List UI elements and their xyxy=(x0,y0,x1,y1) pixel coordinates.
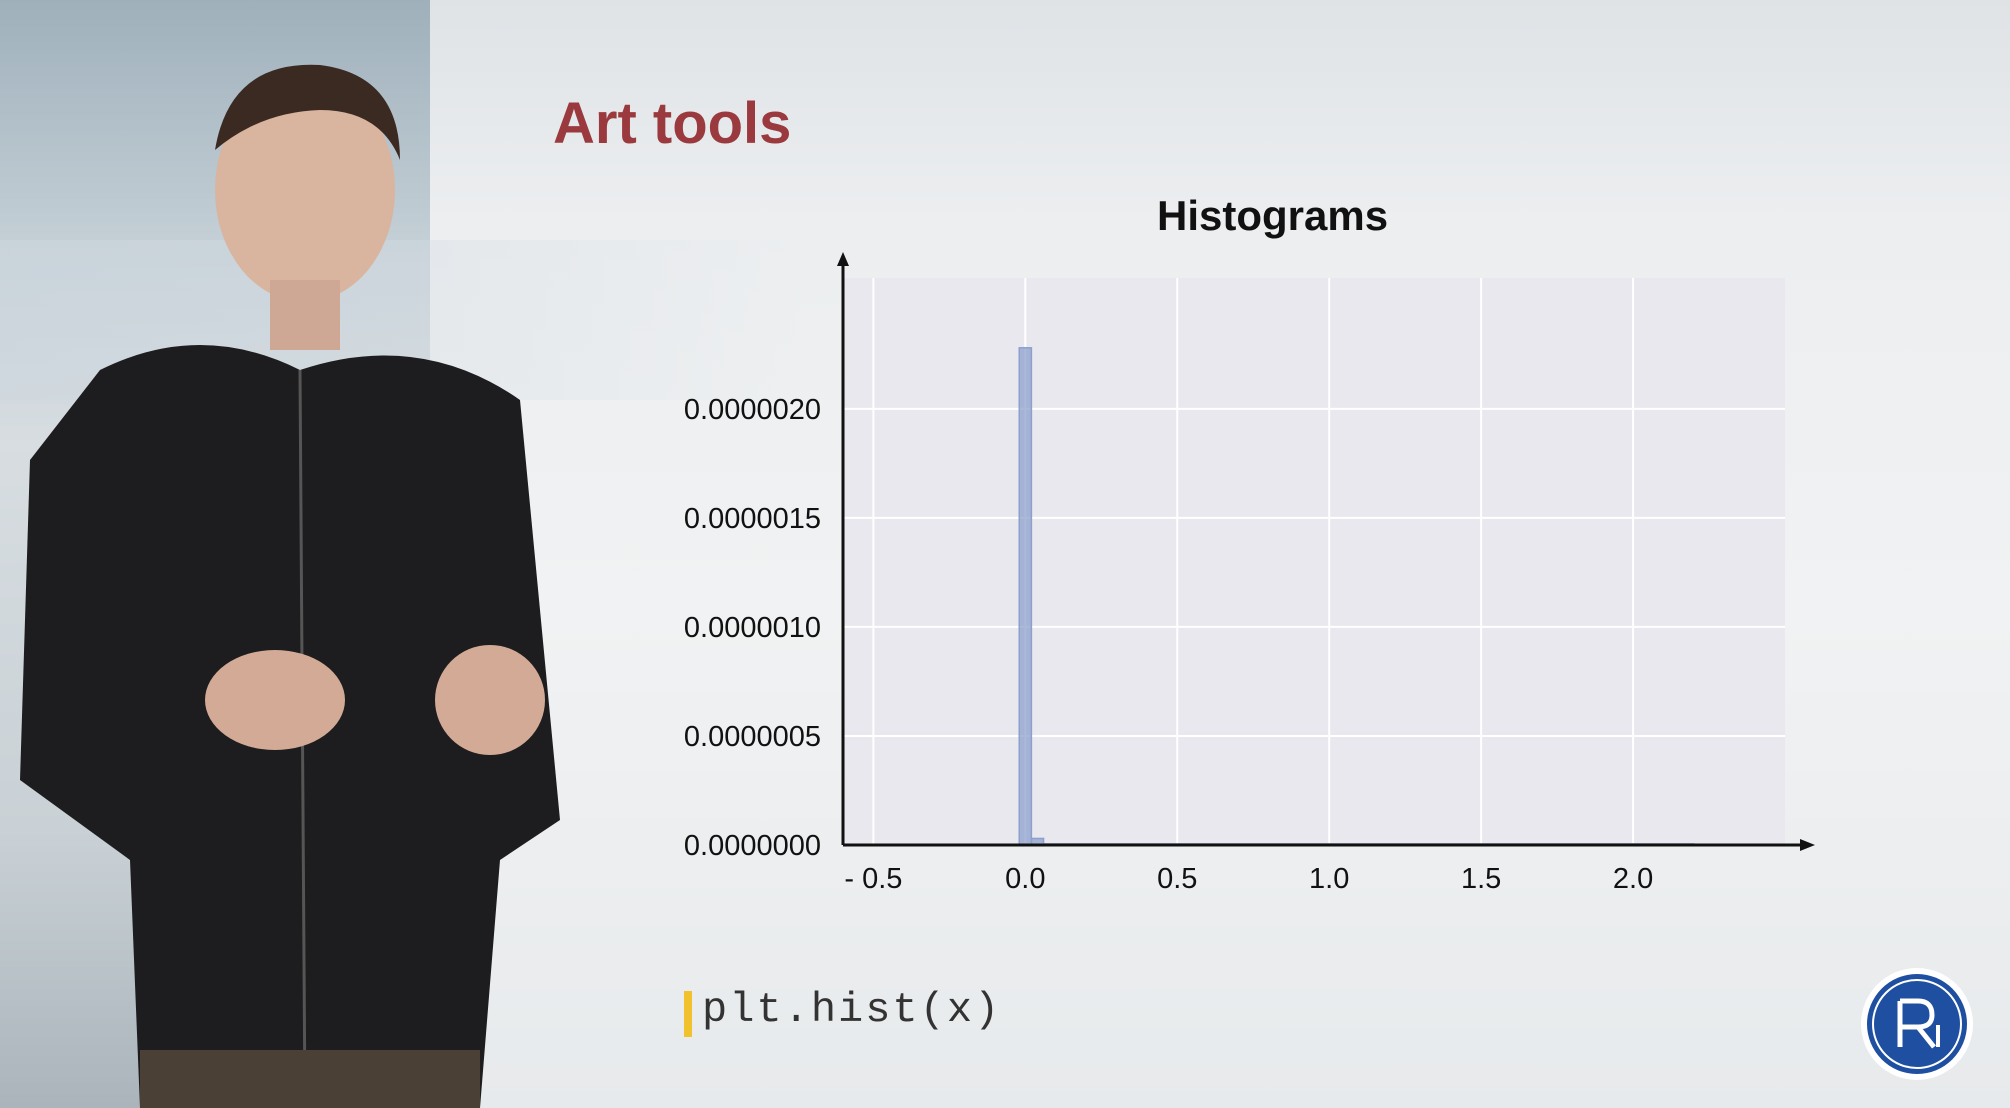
x-tick-label: 2.0 xyxy=(1613,863,1653,895)
x-tick-label: 0.0 xyxy=(1005,863,1045,895)
code-snippet: plt.hist(x) xyxy=(702,986,1002,1034)
x-tick-label: - 0.5 xyxy=(844,863,902,895)
x-tick-label: 1.0 xyxy=(1309,863,1349,895)
presenter-photo xyxy=(20,64,560,1108)
histogram-bar xyxy=(1018,347,1033,846)
chart-title: Histograms xyxy=(1157,192,1389,239)
plot-area xyxy=(843,278,1785,845)
x-tick-label: 1.5 xyxy=(1461,863,1501,895)
slide-title: Art tools xyxy=(553,91,792,156)
y-tick-label: 0.0000015 xyxy=(684,503,821,535)
y-axis-arrow xyxy=(837,252,849,266)
y-tick-label: 0.0000010 xyxy=(684,612,821,644)
y-tick-label: 0.0000000 xyxy=(684,830,821,862)
university-logo-icon xyxy=(1861,968,1973,1080)
x-tick-label: 0.5 xyxy=(1157,863,1197,895)
code-marker xyxy=(684,991,692,1037)
x-axis-arrow xyxy=(1800,839,1815,851)
y-tick-label: 0.0000005 xyxy=(684,721,821,753)
y-tick-label: 0.0000020 xyxy=(684,394,821,426)
